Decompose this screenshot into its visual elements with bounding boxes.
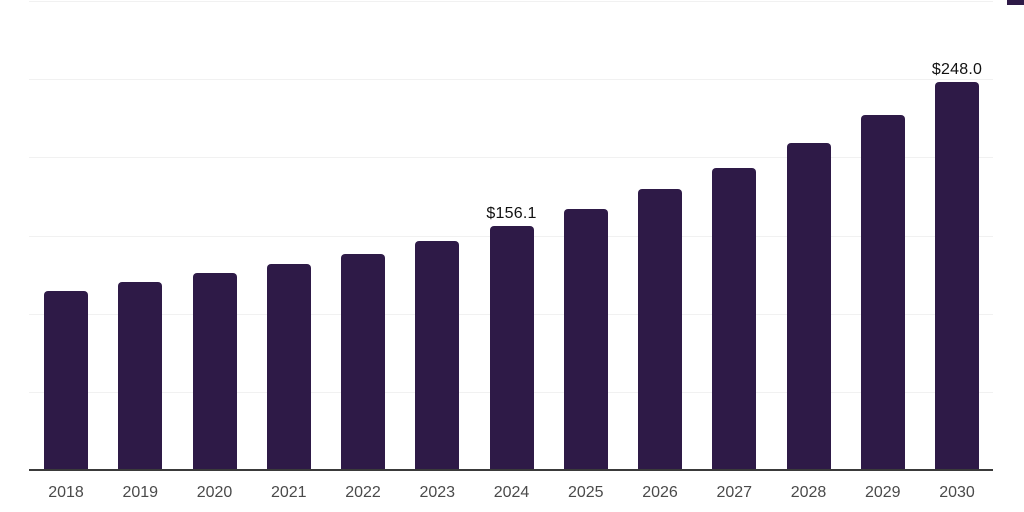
x-axis-line [29,469,993,471]
x-tick-label-2021: 2021 [270,484,307,501]
bar-2024 [489,225,534,470]
bar-2025 [563,209,608,470]
x-tick-label-2025: 2025 [567,484,604,501]
bar-2030 [935,82,979,470]
gridline-250 [29,79,993,81]
bar-2029 [860,114,905,470]
bar-2022 [341,254,385,470]
bar-2020 [192,273,237,470]
x-tick-label-2029: 2029 [864,484,901,501]
x-tick-label-2030: 2030 [939,484,975,501]
bar-2019 [118,281,163,470]
x-tick-label-2022: 2022 [345,484,381,501]
gridline-200 [29,157,993,159]
x-tick-label-2023: 2023 [419,484,456,501]
gridline-300 [29,1,993,2]
x-tick-label-2019: 2019 [122,484,159,501]
x-tick-label-2028: 2028 [790,484,827,501]
bar-2018 [44,290,88,470]
x-tick-label-2018: 2018 [48,484,84,501]
bar-2026 [638,189,682,470]
value-label-2030: $248.0 [931,61,983,79]
cropped-ui-fragment [1007,0,1024,5]
x-tick-label-2020: 2020 [196,484,233,501]
bar-2027 [712,167,757,470]
x-tick-label-2027: 2027 [716,484,753,501]
plot-area [29,1,993,470]
bar-2023 [415,240,460,470]
bar-2021 [266,264,311,470]
bar-2028 [786,143,831,470]
x-tick-label-2026: 2026 [642,484,678,501]
x-tick-label-2024: 2024 [493,484,530,501]
value-label-2024: $156.1 [486,204,537,222]
